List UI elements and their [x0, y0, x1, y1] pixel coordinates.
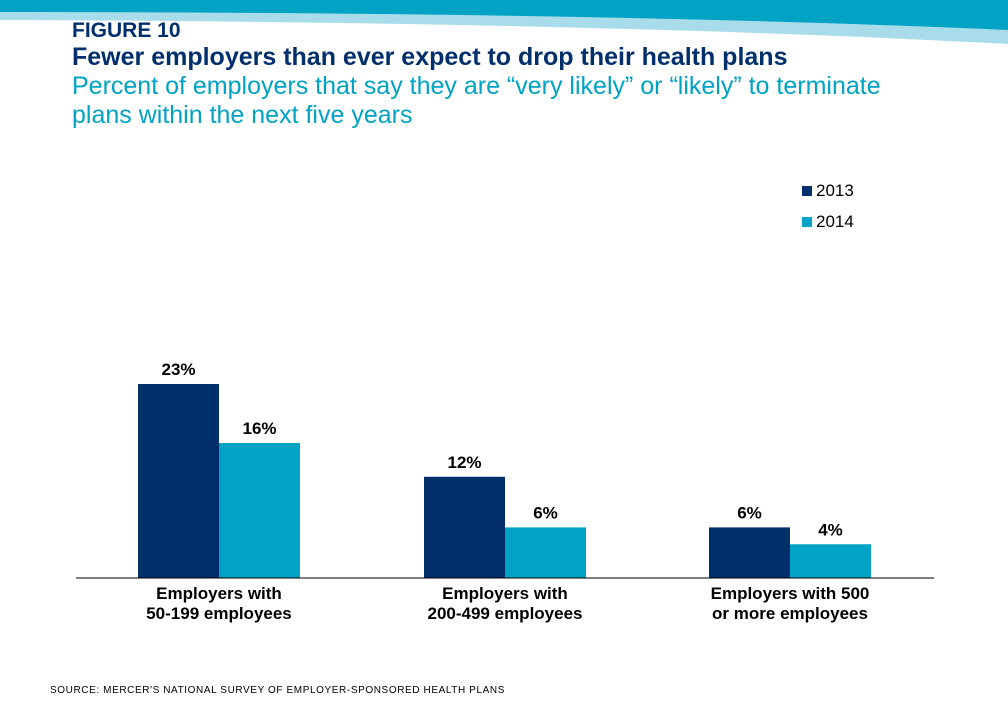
bar-2013-2	[424, 476, 505, 578]
data-label-2013-3: 6%	[737, 503, 762, 522]
figure-label: FIGURE 10	[72, 19, 181, 42]
category-label-1: Employers with 50-199 employees	[119, 584, 319, 624]
legend-label-2014: 2014	[816, 212, 854, 231]
chart-subtitle: Percent of employers that say they are “…	[72, 72, 881, 129]
data-label-2013-1: 23%	[161, 360, 195, 379]
category-label-line: 200-499 employees	[427, 604, 583, 623]
category-label-line: Employers with	[156, 584, 282, 603]
category-label-line: Employers with 500	[710, 584, 870, 603]
legend-swatch-2013	[802, 186, 812, 196]
legend-swatch-2014	[802, 217, 812, 227]
data-label-2014-1: 16%	[242, 419, 276, 438]
bar-2014-3	[790, 544, 871, 578]
bar-2013-1	[138, 384, 219, 578]
legend-label-2013: 2013	[816, 181, 854, 200]
chart-title: Fewer employers than ever expect to drop…	[72, 43, 788, 71]
header-band-dark	[0, 0, 1008, 30]
data-label-2013-2: 12%	[447, 453, 481, 472]
source-note: SOURCE: MERCER'S NATIONAL SURVEY OF EMPL…	[50, 685, 505, 696]
bar-2013-3	[709, 527, 790, 578]
bar-2014-1	[219, 443, 300, 578]
category-label-line: Employers with	[442, 584, 568, 603]
header-band	[0, 0, 1008, 44]
category-label-2: Employers with 200-499 employees	[405, 584, 605, 624]
category-label-line: 50-199 employees	[146, 604, 292, 623]
bars-layer: 23% 16% 12% 6% 6% 4%	[138, 360, 871, 578]
bar-2014-2	[505, 527, 586, 578]
data-label-2014-2: 6%	[533, 503, 558, 522]
data-label-2014-3: 4%	[818, 520, 843, 539]
category-label-3: Employers with 500 or more employees	[690, 584, 890, 624]
category-label-line: or more employees	[712, 604, 868, 623]
legend: 2013 2014	[802, 181, 854, 231]
